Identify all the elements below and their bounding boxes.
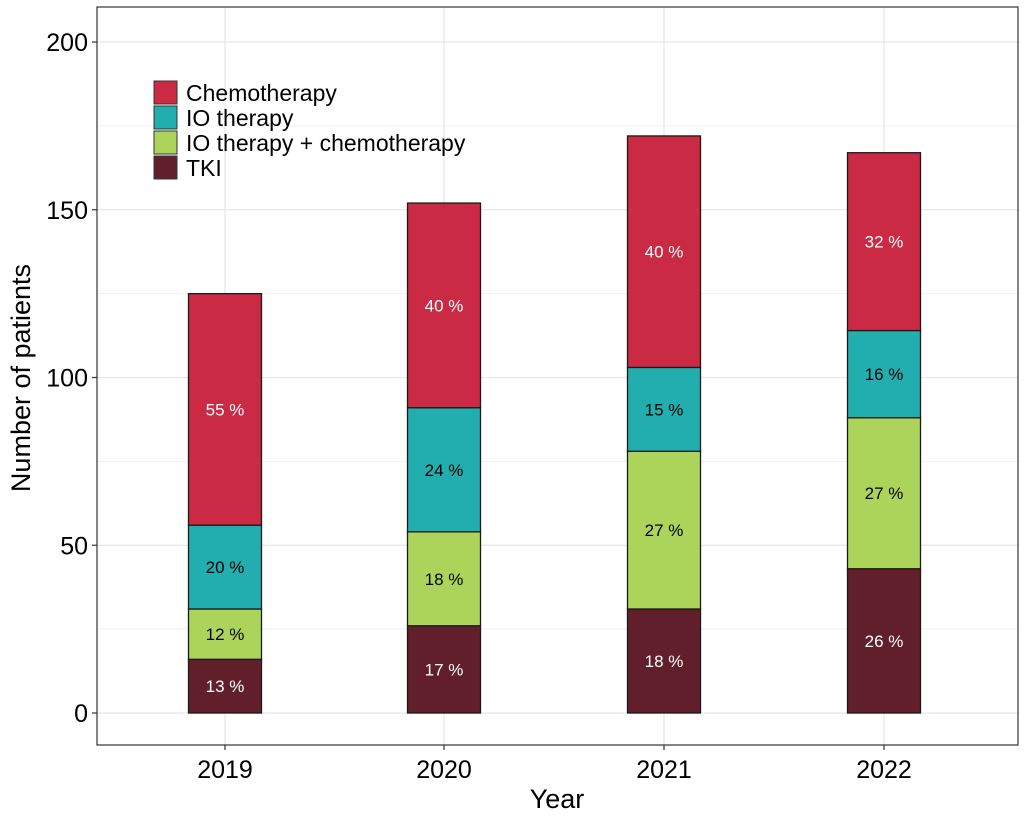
x-tick-label: 2019 bbox=[197, 756, 253, 784]
plot-border bbox=[96, 6, 1019, 746]
legend-swatch bbox=[153, 105, 178, 130]
data-label: 15 % bbox=[645, 400, 684, 419]
data-label: 18 % bbox=[645, 652, 684, 671]
bar-segment bbox=[187, 292, 263, 526]
legend-swatch bbox=[153, 130, 178, 155]
bar-segment bbox=[187, 524, 263, 610]
x-tick-label: 2020 bbox=[416, 756, 472, 784]
legend-swatch bbox=[153, 80, 178, 105]
x-tick-label: 2021 bbox=[636, 756, 692, 784]
y-tick-label: 50 bbox=[60, 532, 88, 560]
bar-segment bbox=[846, 417, 922, 570]
data-label: 16 % bbox=[865, 365, 904, 384]
bar-segment bbox=[626, 135, 702, 369]
legend-label: IO therapy + chemotherapy bbox=[186, 130, 466, 156]
data-label: 40 % bbox=[645, 243, 684, 262]
data-label: 17 % bbox=[425, 660, 464, 679]
data-label: 18 % bbox=[425, 570, 464, 589]
bar-segment bbox=[406, 625, 482, 714]
bar-segment bbox=[406, 202, 482, 409]
bar-segment bbox=[846, 152, 922, 332]
bar-segment bbox=[406, 407, 482, 533]
data-label: 27 % bbox=[645, 521, 684, 540]
y-axis-title: Number of patients bbox=[6, 264, 36, 492]
bar-segment bbox=[626, 608, 702, 714]
data-label: 20 % bbox=[206, 558, 245, 577]
data-label: 27 % bbox=[865, 484, 904, 503]
y-tick-label: 150 bbox=[46, 197, 88, 225]
data-label: 32 % bbox=[865, 233, 904, 252]
legend-swatch bbox=[153, 155, 178, 180]
data-label: 40 % bbox=[425, 296, 464, 315]
data-label: 26 % bbox=[865, 632, 904, 651]
data-label: 13 % bbox=[206, 677, 245, 696]
bar-segment bbox=[406, 531, 482, 627]
x-axis-title: Year bbox=[530, 784, 585, 814]
legend-label: Chemotherapy bbox=[186, 80, 337, 106]
bar-segment bbox=[626, 450, 702, 610]
y-tick-label: 200 bbox=[46, 29, 88, 57]
x-tick-label: 2022 bbox=[856, 756, 912, 784]
bar-segment bbox=[846, 568, 922, 714]
data-label: 24 % bbox=[425, 461, 464, 480]
legend-label: TKI bbox=[186, 155, 222, 181]
data-label: 12 % bbox=[206, 625, 245, 644]
data-label: 55 % bbox=[206, 400, 245, 419]
y-tick-label: 0 bbox=[74, 700, 88, 728]
bar-segment bbox=[846, 329, 922, 419]
bar-segment bbox=[187, 608, 263, 660]
bar-segment bbox=[187, 658, 263, 714]
legend-label: IO therapy bbox=[186, 105, 294, 131]
y-tick-label: 100 bbox=[46, 365, 88, 393]
